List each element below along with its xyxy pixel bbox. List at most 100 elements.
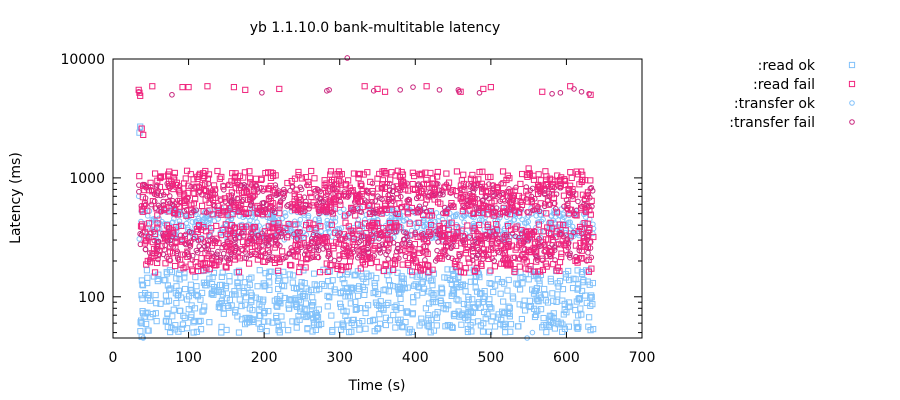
data-point xyxy=(381,200,389,207)
data-point xyxy=(379,181,386,188)
data-point xyxy=(217,304,224,311)
data-point xyxy=(230,201,237,208)
data-point xyxy=(411,252,418,259)
data-point xyxy=(478,262,485,269)
data-point xyxy=(241,205,248,213)
data-point xyxy=(486,328,493,335)
data-point xyxy=(225,193,233,200)
data-point xyxy=(332,229,339,236)
data-point xyxy=(432,311,439,318)
data-point xyxy=(409,272,416,279)
data-point xyxy=(541,241,548,249)
data-point xyxy=(552,233,559,240)
data-point xyxy=(385,277,392,284)
data-point xyxy=(376,231,384,239)
legend-marker xyxy=(849,119,855,125)
data-point xyxy=(275,267,282,274)
data-point xyxy=(355,320,363,327)
data-point xyxy=(519,273,526,281)
x-tick-label: 400 xyxy=(402,350,429,366)
data-point xyxy=(138,292,145,299)
data-point xyxy=(200,307,207,314)
data-point xyxy=(456,251,463,258)
data-point xyxy=(371,328,378,335)
data-point xyxy=(488,280,495,287)
data-point xyxy=(223,264,230,271)
data-point xyxy=(355,175,362,182)
data-point xyxy=(575,280,582,288)
data-point xyxy=(548,191,555,198)
data-point xyxy=(410,299,417,306)
data-point xyxy=(414,292,421,299)
data-point xyxy=(282,277,289,284)
data-point xyxy=(466,259,473,266)
data-point xyxy=(352,306,359,313)
data-point xyxy=(568,174,575,182)
data-point xyxy=(383,241,390,248)
data-point xyxy=(206,207,213,214)
data-point xyxy=(266,255,272,262)
data-point xyxy=(559,328,566,335)
data-point xyxy=(362,325,369,332)
data-point xyxy=(392,324,399,331)
data-point xyxy=(541,191,548,198)
data-point xyxy=(240,226,247,233)
data-point xyxy=(285,232,291,239)
data-point xyxy=(478,204,485,212)
data-point xyxy=(418,280,425,287)
data-point xyxy=(337,201,344,208)
data-point xyxy=(504,189,512,196)
data-point xyxy=(343,308,350,315)
data-point xyxy=(556,258,564,266)
data-point xyxy=(221,195,229,202)
data-point xyxy=(464,243,471,251)
y-tick-label: 1000 xyxy=(69,171,105,187)
data-point xyxy=(566,276,573,284)
data-point xyxy=(521,220,528,226)
data-point xyxy=(268,224,275,231)
data-point xyxy=(587,327,594,334)
data-point xyxy=(289,318,296,325)
data-point xyxy=(462,265,469,272)
data-point xyxy=(458,177,465,184)
data-point xyxy=(472,284,479,291)
data-point xyxy=(136,188,142,195)
data-point xyxy=(420,181,427,188)
data-point xyxy=(554,172,561,179)
data-point xyxy=(432,290,439,297)
data-point xyxy=(450,235,457,243)
data-point xyxy=(276,203,283,210)
data-point xyxy=(258,252,265,259)
data-point xyxy=(217,231,225,239)
data-point xyxy=(363,279,370,286)
data-point xyxy=(540,314,547,322)
data-point xyxy=(531,268,538,275)
data-point xyxy=(535,221,542,228)
data-point xyxy=(473,204,479,210)
data-point xyxy=(400,324,407,331)
data-point xyxy=(215,239,222,246)
data-point xyxy=(219,208,227,215)
data-point xyxy=(410,294,417,301)
data-point xyxy=(450,203,457,210)
data-point xyxy=(143,261,150,268)
data-point xyxy=(195,189,202,196)
data-point xyxy=(352,271,359,278)
data-point xyxy=(148,201,155,208)
data-point xyxy=(467,308,474,315)
data-point xyxy=(218,288,225,295)
data-point xyxy=(436,87,443,93)
legend: :read ok:read fail:transfer ok:transfer … xyxy=(729,58,856,131)
data-point xyxy=(329,328,336,335)
data-point xyxy=(434,247,440,254)
data-point xyxy=(216,281,224,289)
data-point xyxy=(385,245,392,252)
data-point xyxy=(177,190,184,197)
data-point xyxy=(464,222,471,229)
data-point xyxy=(453,242,460,249)
data-point xyxy=(191,317,198,325)
data-point xyxy=(252,250,259,257)
data-point xyxy=(508,204,516,211)
data-point xyxy=(263,328,270,335)
data-point xyxy=(509,293,516,300)
